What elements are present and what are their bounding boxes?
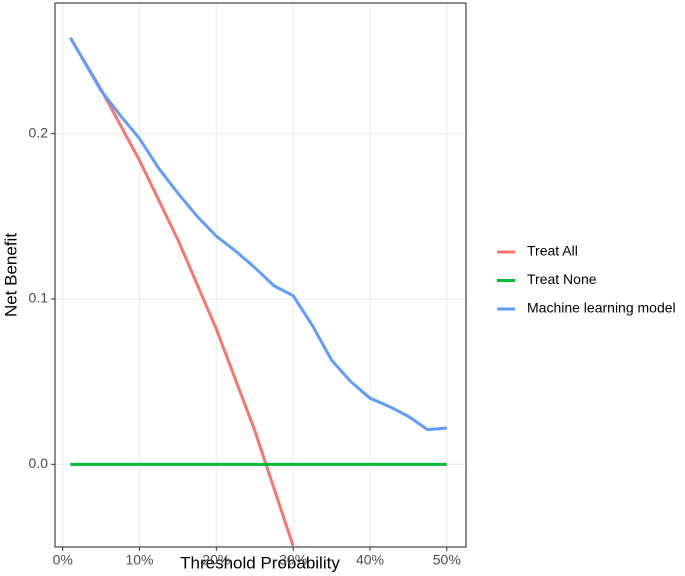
x-tick-label: 30% [279,552,307,568]
legend-label: Treat None [527,271,597,287]
legend-label: Machine learning model [527,300,676,316]
y-tick-label: 0.0 [29,455,49,471]
x-tick-label: 20% [202,552,230,568]
plot-border [54,2,467,548]
y-axis-title: Net Benefit [1,233,20,317]
y-tick-label: 0.2 [29,124,49,140]
y-tick-label: 0.1 [29,290,49,306]
x-tick-label: 0% [53,552,73,568]
x-tick-label: 50% [433,552,461,568]
legend-label: Treat All [527,243,578,259]
x-tick-label: 10% [125,552,153,568]
series-line [69,36,447,432]
x-tick-label: 40% [356,552,384,568]
x-axis-title: Threshold Probability [180,553,340,572]
